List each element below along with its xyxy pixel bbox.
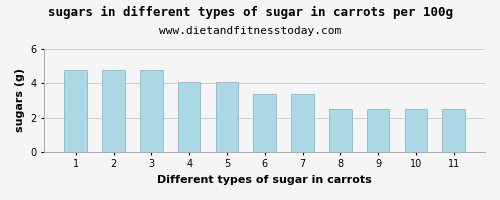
Bar xyxy=(291,94,314,152)
Bar xyxy=(254,94,276,152)
Bar xyxy=(329,109,351,152)
Bar xyxy=(404,109,427,152)
Bar xyxy=(442,109,465,152)
Bar xyxy=(140,70,162,152)
Bar xyxy=(64,70,87,152)
Y-axis label: sugars (g): sugars (g) xyxy=(15,68,25,132)
Bar xyxy=(178,82,201,152)
Bar xyxy=(102,70,125,152)
Bar xyxy=(216,82,238,152)
Text: sugars in different types of sugar in carrots per 100g: sugars in different types of sugar in ca… xyxy=(48,6,452,19)
Text: www.dietandfitnesstoday.com: www.dietandfitnesstoday.com xyxy=(159,26,341,36)
Bar xyxy=(366,109,390,152)
X-axis label: Different types of sugar in carrots: Different types of sugar in carrots xyxy=(158,175,372,185)
